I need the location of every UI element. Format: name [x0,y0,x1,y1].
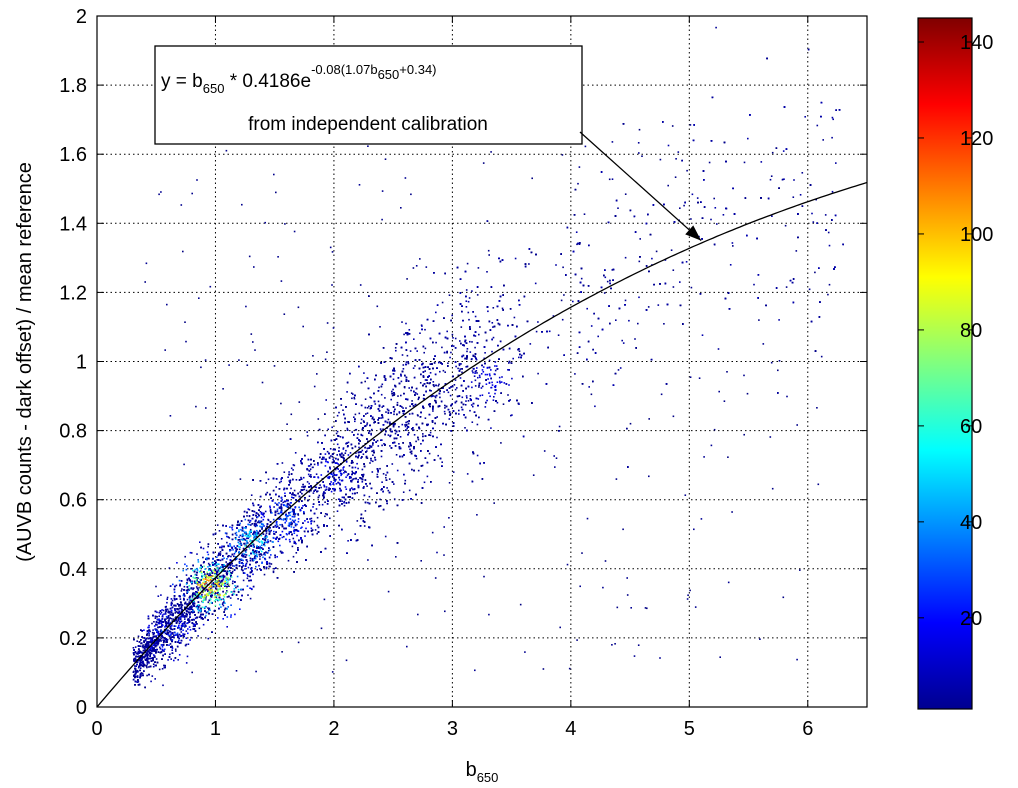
x-tick-label: 2 [328,718,339,740]
y-tick-label: 0 [76,697,87,719]
colorbar-tick-label: 20 [960,608,982,630]
y-tick-label: 0.8 [59,421,87,443]
x-tick-label: 0 [91,718,102,740]
y-tick-label: 0.6 [59,490,87,512]
annotation-equation: y = b650 * 0.4186e-0.08(1.07b650+0.34) [161,62,437,96]
y-tick-label: 1.2 [59,282,87,304]
colorbar-tick-label: 100 [960,224,993,246]
colorbar-frame [917,17,973,710]
x-tick-label: 4 [565,718,576,740]
y-tick-label: 1.4 [59,213,87,235]
colorbar-tick-label: 80 [960,320,982,342]
x-tick-label: 1 [210,718,221,740]
y-tick-label: 1 [76,352,87,374]
y-axis-label: (AUVB counts - dark offset) / mean refer… [14,162,36,562]
y-tick-label: 1.6 [59,144,87,166]
colorbar-tick-label: 60 [960,416,982,438]
y-tick-label: 0.4 [59,559,87,581]
x-axis-label: b650 [466,759,499,785]
y-tick-label: 2 [76,6,87,28]
equation-annotation: y = b650 * 0.4186e-0.08(1.07b650+0.34) f… [154,45,702,242]
fit-curve [97,181,867,707]
annotation-caption: from independent calibration [248,114,488,135]
colorbar: 20 40 60 80 100 120 140 [917,17,993,710]
colorbar-tick-label: 140 [960,32,993,54]
x-tick-label: 6 [802,718,813,740]
annotation-arrow [579,131,702,242]
annotation-arrowhead [685,225,702,241]
x-tick-label: 5 [684,718,695,740]
annotation-box [154,45,583,145]
x-tick-label: 3 [447,718,458,740]
colorbar-ticks: 20 40 60 80 100 120 140 [918,32,993,630]
colorbar-gradient [918,18,972,709]
colorbar-tick-label: 120 [960,128,993,150]
axis-ticks: 0 1 2 3 4 5 6 0 0.2 0.4 0.6 0.8 1 1.2 1.4 1.6 1.8 2 [59,6,867,740]
y-tick-label: 1.8 [59,75,87,97]
colorbar-tick-label: 40 [960,512,982,534]
y-tick-label: 0.2 [59,628,87,650]
